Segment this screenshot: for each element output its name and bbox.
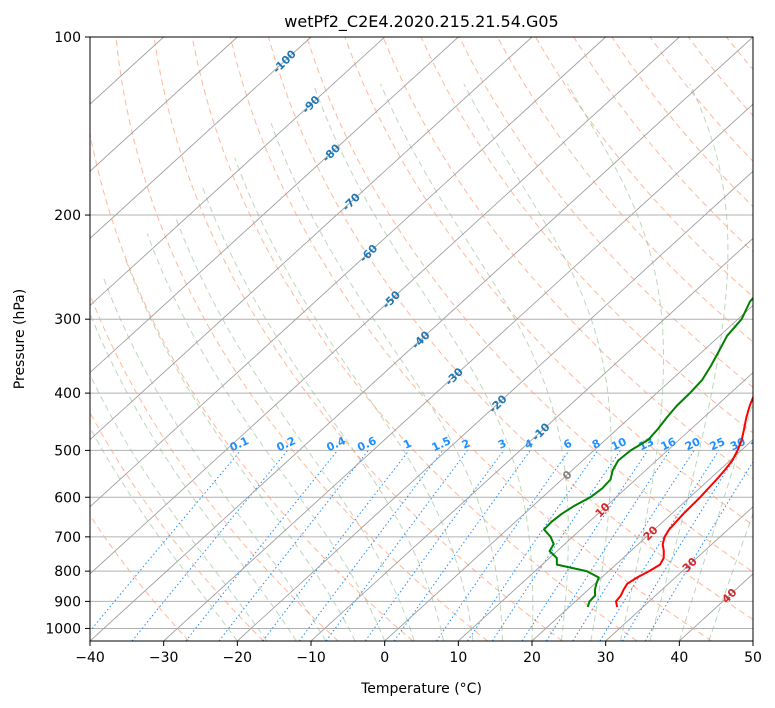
x-tick-label: 0 [380,650,389,666]
mixing-ratio-label: 20 [683,435,703,453]
isotherm-line [90,37,312,239]
moist-adiabat-line [234,157,474,641]
dry-adiabat-line [229,37,712,641]
moist-adiabat-line [463,83,612,641]
chart-title: wetPf2_C2E4.2020.215.21.54.G05 [284,12,558,32]
moist-adiabat-line [678,401,753,641]
mixing-ratio-line [467,450,599,641]
mixing-ratio-line [599,450,720,641]
isotherm-line [90,37,533,441]
moist-adiabat-line [90,426,238,641]
moist-adiabat-line [124,256,356,641]
mixing-ratio-line [325,450,468,641]
moist-adiabat-line [90,373,268,641]
isotherm-line [384,304,753,641]
mixing-ratio-label: 36 [749,435,769,453]
mixing-ratio-line [262,450,410,641]
mixing-ratio-line [185,450,338,641]
mixing-ratio-label: 10 [609,435,629,453]
x-axis-ticks: −40 −30 −20 −10 0 10 20 30 40 50 [75,641,762,666]
moist-adiabat-line [380,83,569,641]
moist-adiabat-line [270,123,503,641]
y-tick-label: 500 [54,443,81,459]
dry-adiabat-line [306,37,753,573]
moist-adiabat-line [90,312,297,641]
y-tick-label: 600 [54,490,81,506]
mixing-ratio-line [435,450,570,641]
mixing-ratio-lines [90,450,753,641]
moist-adiabat-line [146,233,386,641]
isotherm-line [90,37,459,374]
moist-adiabat-line [566,83,664,641]
mixing-ratio-label: 30 [728,435,748,453]
y-tick-label: 300 [54,312,81,328]
isotherm-line [531,439,753,641]
dry-adiabat-line [153,37,563,641]
plot-frame [89,36,754,642]
mixing-ratio-line [364,450,505,641]
y-tick-label: 100 [54,30,81,46]
x-tick-label: 40 [670,650,688,666]
sounding-profiles [543,296,753,608]
dewpoint-profile-line [543,296,753,608]
y-tick-label: 900 [54,594,81,610]
x-tick-label: −10 [296,650,326,666]
isotherms [90,37,753,641]
y-axis-title: Pressure (hPa) [12,289,28,389]
mixing-ratio-line [521,450,649,641]
mixing-ratio-line [621,450,740,641]
temperature-profile-line [615,394,753,608]
mixing-ratio-label: 16 [659,435,679,453]
mixing-ratio-line [491,450,621,641]
moist-adiabat-line [312,83,534,641]
dry-adiabat-line [90,131,414,641]
y-tick-label: 800 [54,564,81,580]
x-tick-label: −40 [75,650,105,666]
isotherm-line [90,37,606,508]
dry-adiabat-line [90,514,190,641]
isotherm-line [163,103,753,641]
pressure-gridlines [90,37,753,629]
isotherm-line [90,37,753,641]
dry-adiabat-line [535,37,753,298]
mixing-ratio-line [131,450,288,641]
dry-adiabat-line [90,411,264,641]
moist-adiabat-line [649,83,729,641]
mixing-ratio-line [572,450,695,641]
plot-area: 0.10.20.40.611.52346810131620253036-100-… [90,37,769,641]
mixing-ratio-line [298,450,444,641]
isotherm-line [237,170,753,641]
moist-adiabat-line [102,277,327,641]
mixing-ratio-line [545,450,671,641]
y-tick-label: 700 [54,530,81,546]
isotherm-line [458,371,753,641]
x-tick-label: −20 [223,650,253,666]
moist-adiabats [90,83,753,641]
x-tick-label: 10 [449,650,467,666]
isotherm-line [90,37,680,575]
mixing-ratio-label: 13 [637,435,656,453]
y-tick-label: 200 [54,208,81,224]
isotherm-line [605,506,753,641]
dry-adiabat-line [268,37,753,621]
y-tick-label: 400 [54,386,81,402]
x-tick-label: −30 [149,650,179,666]
isotherm-line [90,37,238,172]
isotherm-line [90,37,385,307]
mixing-ratio-label: 25 [708,435,727,453]
mixing-ratio-line [90,450,242,632]
y-axis-ticks: 100 200 300 400 500 600 700 800 900 1000 [45,30,90,637]
x-tick-label: 20 [523,650,541,666]
isotherm-line [310,237,753,641]
x-tick-label: 50 [744,650,762,666]
x-tick-label: 30 [597,650,615,666]
x-axis-title: Temperature (°C) [360,681,482,697]
dry-adiabat-line [191,37,638,641]
moist-adiabat-line [708,512,753,641]
dry-adiabat-line [115,37,488,641]
y-tick-label: 1000 [45,621,81,637]
